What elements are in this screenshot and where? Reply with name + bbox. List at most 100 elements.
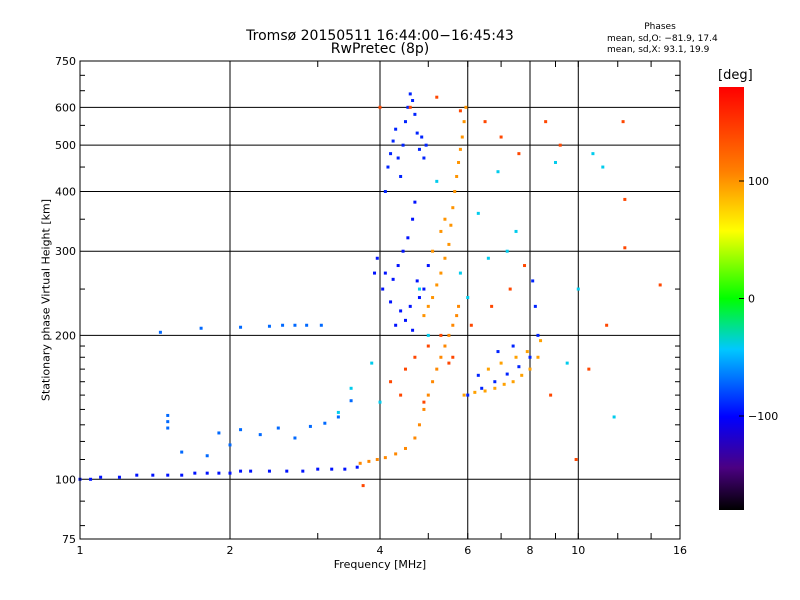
data-point (389, 300, 393, 304)
data-point (378, 105, 382, 109)
data-point (205, 471, 209, 475)
data-point (424, 143, 428, 147)
data-point (458, 147, 462, 151)
data-point (466, 296, 470, 300)
data-point (408, 105, 412, 109)
data-point (399, 309, 403, 313)
data-point (587, 367, 591, 371)
data-point (375, 457, 379, 461)
data-point (355, 465, 359, 469)
data-point (349, 386, 353, 390)
y-tick-label: 600 (55, 101, 76, 114)
x-axis-label: Frequency [MHz] (333, 558, 427, 571)
data-point (435, 95, 439, 99)
y-tick-label: 75 (62, 533, 76, 546)
x-tick-label: 2 (227, 544, 234, 557)
data-point (493, 380, 497, 384)
data-point (415, 131, 419, 135)
data-point (499, 361, 503, 365)
data-point (358, 461, 362, 465)
y-tick-label: 200 (55, 329, 76, 342)
data-point (413, 436, 417, 440)
data-points (78, 92, 662, 488)
data-point (496, 350, 500, 354)
data-point (483, 389, 487, 393)
data-point (403, 318, 407, 322)
data-point (319, 323, 323, 327)
data-point (408, 92, 412, 96)
y-tick-label: 300 (55, 245, 76, 258)
data-point (383, 456, 387, 460)
data-point (525, 350, 529, 354)
data-point (422, 314, 426, 318)
colorbar-unit-label: [deg] (718, 68, 753, 83)
data-point (439, 271, 443, 275)
data-point (373, 271, 377, 275)
data-point (431, 296, 435, 300)
data-point (528, 367, 532, 371)
data-point (378, 400, 382, 404)
data-point (349, 399, 353, 403)
data-point (239, 428, 243, 432)
data-point (370, 361, 374, 365)
data-point (439, 355, 443, 359)
data-point (536, 333, 540, 337)
data-point (420, 135, 424, 139)
data-point (383, 189, 387, 193)
data-point (523, 264, 527, 268)
data-point (293, 436, 297, 440)
data-point (480, 386, 484, 390)
data-point (511, 344, 515, 348)
data-point (449, 223, 453, 227)
data-point (439, 333, 443, 337)
data-point (443, 344, 447, 348)
data-point (417, 296, 421, 300)
data-point (399, 393, 403, 397)
data-point (435, 283, 439, 287)
data-point (89, 477, 93, 481)
data-point (565, 361, 569, 365)
data-point (447, 333, 451, 337)
data-point (308, 424, 312, 428)
chart-subtitle: RwPretec (8p) (330, 41, 430, 57)
data-point (336, 410, 340, 414)
phases-legend-x: mean, sd,X: 93.1, 19.9 (607, 45, 710, 55)
data-point (406, 105, 410, 109)
colorbar-tick-label: 0 (748, 293, 755, 306)
data-point (258, 433, 262, 437)
data-point (483, 120, 487, 124)
data-point (239, 325, 243, 329)
data-point (228, 471, 232, 475)
data-point (401, 249, 405, 253)
data-point (435, 367, 439, 371)
data-point (396, 156, 400, 160)
data-point (316, 467, 320, 471)
data-point (415, 279, 419, 283)
data-point (180, 450, 184, 454)
data-point (383, 271, 387, 275)
data-point (217, 471, 221, 475)
data-point (544, 120, 548, 124)
data-point (408, 304, 412, 308)
data-point (267, 324, 271, 328)
data-point (422, 156, 426, 160)
x-tick-label: 10 (571, 544, 585, 557)
data-point (417, 423, 421, 427)
data-point (399, 174, 403, 178)
data-point (411, 217, 415, 221)
data-point (453, 189, 457, 193)
data-point (455, 314, 459, 318)
data-point (502, 382, 506, 386)
data-point (417, 147, 421, 151)
data-point (508, 287, 512, 291)
data-point (413, 355, 417, 359)
x-tick-label: 6 (464, 544, 471, 557)
data-point (451, 355, 455, 359)
data-point (473, 390, 477, 394)
data-point (301, 469, 305, 473)
data-point (293, 323, 297, 327)
data-point (401, 143, 405, 147)
data-point (394, 323, 398, 327)
data-point (99, 475, 103, 479)
